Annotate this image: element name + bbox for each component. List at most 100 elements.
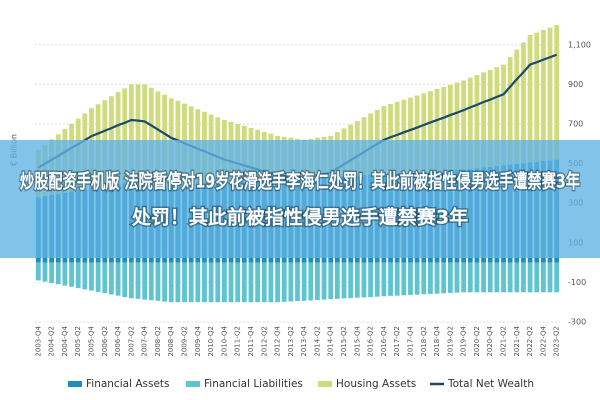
bar	[361, 262, 367, 298]
bar	[341, 262, 347, 299]
x-tick-label: 2018-Q4	[433, 325, 441, 356]
bar	[394, 101, 400, 174]
x-tick-label: 2018-Q2	[420, 326, 428, 357]
bar	[115, 92, 121, 184]
bar	[235, 262, 241, 303]
bar	[388, 104, 393, 174]
bar	[434, 88, 440, 171]
bar	[255, 262, 261, 303]
bar	[321, 262, 327, 300]
x-tick-label: 2004-Q2	[48, 326, 56, 357]
bar	[281, 262, 287, 302]
x-tick-label: 2022-Q2	[526, 326, 534, 357]
bar	[308, 262, 314, 301]
bar	[408, 262, 413, 295]
y-tick-label: 700	[568, 120, 583, 129]
bar	[441, 86, 447, 171]
bar	[49, 262, 55, 283]
bar	[162, 262, 167, 302]
bar	[547, 27, 553, 161]
x-tick-label: 2016-Q2	[367, 326, 375, 357]
x-tick-label: 2005-Q4	[87, 325, 95, 356]
bar	[62, 262, 68, 286]
x-tick-label: 2020-Q4	[486, 325, 494, 356]
legend-swatch	[186, 381, 200, 387]
overlay-banner	[0, 140, 600, 258]
bar	[261, 262, 267, 303]
bar	[487, 69, 493, 167]
bar	[461, 80, 467, 170]
x-tick-label: 2014-Q4	[327, 325, 335, 356]
bar	[89, 262, 94, 291]
bar	[394, 262, 400, 296]
bar	[155, 262, 161, 301]
bar	[128, 84, 134, 182]
bar	[421, 93, 427, 172]
bar	[408, 97, 413, 173]
bar	[142, 262, 148, 300]
x-tick-label: 2017-Q4	[406, 325, 414, 356]
bar	[414, 262, 420, 295]
bar	[268, 262, 274, 303]
bar	[534, 262, 540, 293]
bar	[109, 262, 114, 295]
bar	[182, 262, 187, 303]
bar	[501, 64, 506, 166]
x-tick-label: 2008-Q4	[167, 325, 175, 356]
bar	[122, 88, 128, 183]
bar	[547, 262, 553, 293]
x-tick-label: 2008-Q2	[154, 326, 162, 357]
bar	[75, 262, 81, 289]
bar	[454, 262, 460, 293]
bar	[348, 262, 354, 299]
bar	[135, 84, 141, 183]
bar	[288, 262, 294, 302]
legend-label: Total Net Wealth	[447, 378, 534, 390]
x-tick-label: 2007-Q4	[141, 325, 149, 356]
y-tick-label: -100	[568, 278, 586, 287]
bar	[401, 262, 407, 296]
x-tick-label: 2013-Q4	[300, 325, 308, 356]
bar	[534, 32, 540, 162]
bar	[155, 91, 161, 186]
x-tick-label: 2009-Q4	[194, 325, 202, 356]
bar	[381, 262, 387, 297]
bar	[414, 95, 420, 173]
bar	[354, 262, 360, 298]
bar	[69, 262, 74, 287]
bar	[142, 84, 148, 184]
bar	[148, 262, 154, 301]
bar	[507, 262, 513, 293]
x-tick-label: 2013-Q2	[287, 326, 295, 357]
bar	[368, 262, 373, 298]
bar	[527, 262, 533, 293]
bar	[447, 84, 453, 171]
bar	[514, 49, 520, 164]
bar	[95, 262, 101, 292]
bar	[554, 25, 560, 160]
bar	[507, 57, 513, 165]
bar	[301, 262, 307, 301]
bar	[122, 262, 128, 298]
bar	[501, 262, 506, 293]
bar	[494, 67, 500, 166]
x-tick-label: 2022-Q4	[539, 325, 547, 356]
y-tick-label: 900	[568, 80, 583, 89]
x-tick-label: 2023-Q2	[553, 326, 561, 357]
bar	[241, 262, 247, 303]
bar	[521, 42, 526, 164]
bar	[487, 262, 493, 293]
bar	[514, 262, 520, 293]
bar	[441, 262, 447, 294]
bar	[467, 77, 473, 169]
x-tick-label: 2005-Q2	[74, 326, 82, 357]
bar	[175, 262, 181, 303]
bar	[527, 34, 533, 163]
bar	[481, 72, 486, 168]
y-tick-label: -300	[568, 318, 586, 327]
bar	[215, 262, 221, 303]
x-tick-label: 2012-Q4	[274, 325, 282, 356]
legend-swatch	[68, 381, 82, 387]
x-tick-label: 2011-Q4	[247, 325, 255, 356]
